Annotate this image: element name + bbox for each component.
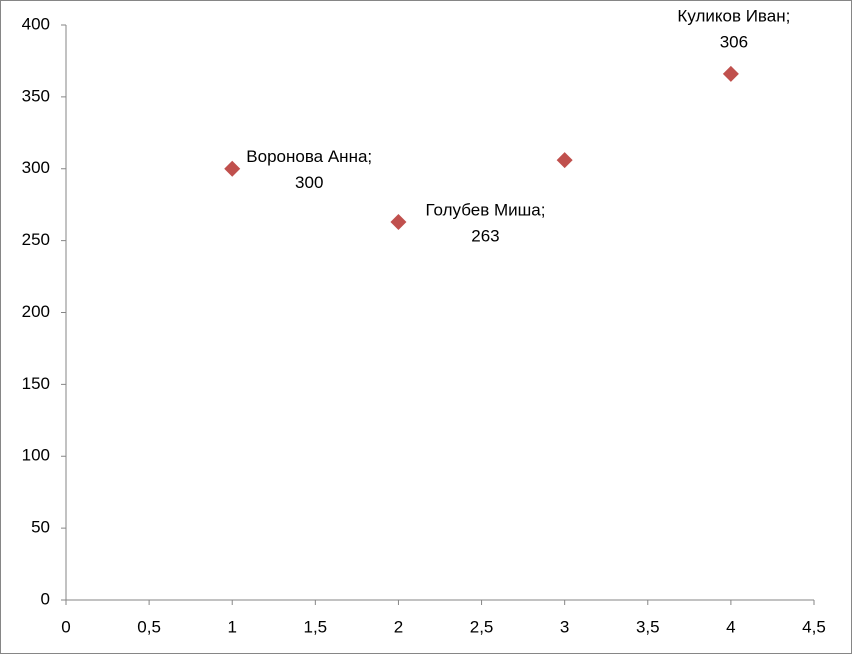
x-tick-label: 0,5 [137,617,161,636]
x-tick-label: 4,5 [802,617,826,636]
data-label-name: Куликов Иван; [677,6,790,25]
x-tick-label: 0 [61,617,70,636]
y-tick-label: 50 [31,518,50,537]
x-tick-label: 2 [394,617,403,636]
x-tick-label: 1,5 [304,617,328,636]
marker [722,65,739,82]
data-label-value: 300 [295,173,323,192]
data-label-value: 263 [471,226,499,245]
x-tick-label: 2,5 [470,617,494,636]
marker [390,213,407,230]
y-tick-label: 100 [22,446,50,465]
x-tick-label: 1 [227,617,236,636]
y-tick-label: 350 [22,86,50,105]
y-tick-label: 250 [22,230,50,249]
data-label-name: Воронова Анна; [246,147,372,166]
y-tick-label: 0 [41,589,50,608]
data-label-name: Голубев Миша; [425,200,545,219]
x-tick-label: 3,5 [636,617,660,636]
y-tick-label: 150 [22,374,50,393]
marker [556,152,573,169]
y-tick-label: 200 [22,302,50,321]
y-tick-label: 300 [22,158,50,177]
marker [224,160,241,177]
data-label-value: 306 [720,32,748,51]
x-tick-label: 4 [726,617,735,636]
x-tick-label: 3 [560,617,569,636]
y-tick-label: 400 [22,14,50,33]
